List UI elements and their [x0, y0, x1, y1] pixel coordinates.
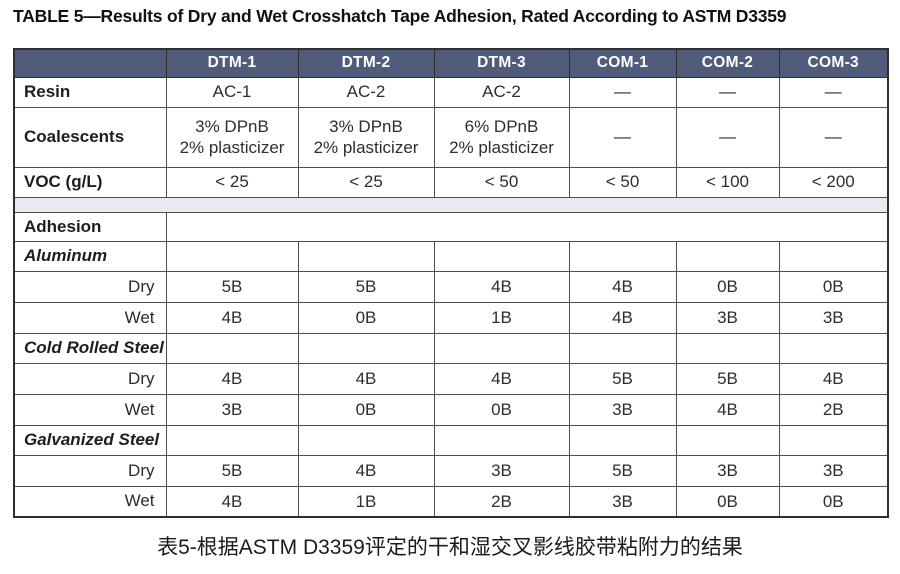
row-voc: VOC (g/L) < 25 < 25 < 50 < 50 < 100 < 20… — [13, 166, 889, 198]
cell-crs-dry-com2: 5B — [675, 362, 780, 395]
cell-voc-com3: < 200 — [778, 166, 889, 198]
condition-label-wet: Wet — [13, 393, 167, 426]
row-galvanized-steel-wet: Wet 4B 1B 2B 3B 0B 0B — [13, 485, 889, 518]
column-header-com3: COM-3 — [778, 48, 889, 78]
row-cold-rolled-steel-dry: Dry 4B 4B 4B 5B 5B 4B — [13, 362, 889, 395]
row-cold-rolled-steel-wet: Wet 3B 0B 0B 3B 4B 2B — [13, 393, 889, 426]
cell-coalescents-com2: — — [675, 106, 780, 168]
row-substrate-aluminum: Aluminum — [13, 240, 889, 272]
row-label-voc: VOC (g/L) — [13, 166, 167, 198]
condition-label-wet: Wet — [13, 485, 167, 518]
column-header-com1: COM-1 — [568, 48, 677, 78]
table-title: TABLE 5—Results of Dry and Wet Crosshatc… — [13, 6, 787, 26]
cell-resin-dtm2: AC-2 — [297, 76, 435, 108]
cell-gs-dry-dtm2: 4B — [297, 454, 435, 487]
row-adhesion-heading: Adhesion — [13, 211, 889, 242]
cell-voc-dtm2: < 25 — [297, 166, 435, 198]
cell-crs-dry-com1: 5B — [568, 362, 677, 395]
cell-aluminum-wet-dtm1: 4B — [165, 301, 299, 334]
cell-gs-wet-com3: 0B — [778, 485, 889, 518]
cell-gs-wet-dtm3: 2B — [433, 485, 570, 518]
substrate-label-aluminum: Aluminum — [13, 240, 167, 272]
cell-voc-com1: < 50 — [568, 166, 677, 198]
row-label-coalescents: Coalescents — [13, 106, 167, 168]
row-resin: Resin AC-1 AC-2 AC-2 — — — — [13, 76, 889, 108]
cell-aluminum-wet-dtm2: 0B — [297, 301, 435, 334]
cell-crs-wet-com2: 4B — [675, 393, 780, 426]
cell-coalescents-dtm1: 3% DPnB 2% plasticizer — [165, 106, 299, 168]
row-label-adhesion: Adhesion — [13, 211, 167, 242]
substrate-label-galvanized-steel: Galvanized Steel — [13, 424, 167, 456]
adhesion-heading-empty-cell — [165, 211, 889, 242]
cell-gs-wet-com2: 0B — [675, 485, 780, 518]
cell-crs-dry-dtm3: 4B — [433, 362, 570, 395]
substrate-label-cold-rolled-steel: Cold Rolled Steel — [13, 332, 167, 364]
cell-aluminum-wet-com2: 3B — [675, 301, 780, 334]
cell-gs-dry-dtm1: 5B — [165, 454, 299, 487]
cell-coalescents-dtm3: 6% DPnB 2% plasticizer — [433, 106, 570, 168]
cell-resin-com3: — — [778, 76, 889, 108]
cell-voc-dtm3: < 50 — [433, 166, 570, 198]
table-header-row: DTM-1 DTM-2 DTM-3 COM-1 COM-2 COM-3 — [13, 48, 889, 78]
cell-crs-wet-dtm3: 0B — [433, 393, 570, 426]
cell-resin-dtm3: AC-2 — [433, 76, 570, 108]
condition-label-dry: Dry — [13, 454, 167, 487]
cell-aluminum-dry-dtm2: 5B — [297, 270, 435, 303]
cell-gs-wet-dtm1: 4B — [165, 485, 299, 518]
column-header-blank — [13, 48, 167, 78]
separator-row — [14, 196, 888, 213]
row-aluminum-dry: Dry 5B 5B 4B 4B 0B 0B — [13, 270, 889, 303]
row-substrate-galvanized-steel: Galvanized Steel — [13, 424, 889, 456]
cell-aluminum-dry-com2: 0B — [675, 270, 780, 303]
cell-gs-wet-com1: 3B — [568, 485, 677, 518]
row-galvanized-steel-dry: Dry 5B 4B 3B 5B 3B 3B — [13, 454, 889, 487]
column-header-com2: COM-2 — [675, 48, 780, 78]
cell-crs-wet-dtm2: 0B — [297, 393, 435, 426]
row-aluminum-wet: Wet 4B 0B 1B 4B 3B 3B — [13, 301, 889, 334]
cell-gs-dry-com1: 5B — [568, 454, 677, 487]
cell-gs-dry-com3: 3B — [778, 454, 889, 487]
cell-resin-com2: — — [675, 76, 780, 108]
adhesion-results-table: DTM-1 DTM-2 DTM-3 COM-1 COM-2 COM-3 Resi… — [13, 48, 889, 518]
cell-gs-dry-com2: 3B — [675, 454, 780, 487]
cell-coalescents-dtm2: 3% DPnB 2% plasticizer — [297, 106, 435, 168]
cell-crs-dry-dtm1: 4B — [165, 362, 299, 395]
cell-aluminum-dry-dtm1: 5B — [165, 270, 299, 303]
cell-crs-wet-com3: 2B — [778, 393, 889, 426]
table-caption-chinese: 表5-根据ASTM D3359评定的干和湿交叉影线胶带粘附力的结果 — [157, 536, 743, 559]
separator-band — [14, 196, 888, 213]
cell-coalescents-com1: — — [568, 106, 677, 168]
column-header-dtm1: DTM-1 — [165, 48, 299, 78]
cell-gs-dry-dtm3: 3B — [433, 454, 570, 487]
cell-aluminum-dry-com1: 4B — [568, 270, 677, 303]
cell-crs-dry-com3: 4B — [778, 362, 889, 395]
row-coalescents: Coalescents 3% DPnB 2% plasticizer 3% DP… — [13, 106, 889, 168]
condition-label-dry: Dry — [13, 270, 167, 303]
cell-coalescents-com3: — — [778, 106, 889, 168]
cell-aluminum-dry-com3: 0B — [778, 270, 889, 303]
cell-crs-dry-dtm2: 4B — [297, 362, 435, 395]
cell-resin-com1: — — [568, 76, 677, 108]
cell-crs-wet-dtm1: 3B — [165, 393, 299, 426]
row-substrate-cold-rolled-steel: Cold Rolled Steel — [13, 332, 889, 364]
cell-aluminum-wet-com1: 4B — [568, 301, 677, 334]
condition-label-wet: Wet — [13, 301, 167, 334]
condition-label-dry: Dry — [13, 362, 167, 395]
column-header-dtm3: DTM-3 — [433, 48, 570, 78]
cell-aluminum-wet-dtm3: 1B — [433, 301, 570, 334]
cell-crs-wet-com1: 3B — [568, 393, 677, 426]
row-label-resin: Resin — [13, 76, 167, 108]
cell-voc-com2: < 100 — [675, 166, 780, 198]
cell-voc-dtm1: < 25 — [165, 166, 299, 198]
column-header-dtm2: DTM-2 — [297, 48, 435, 78]
cell-aluminum-wet-com3: 3B — [778, 301, 889, 334]
cell-aluminum-dry-dtm3: 4B — [433, 270, 570, 303]
cell-resin-dtm1: AC-1 — [165, 76, 299, 108]
cell-gs-wet-dtm2: 1B — [297, 485, 435, 518]
